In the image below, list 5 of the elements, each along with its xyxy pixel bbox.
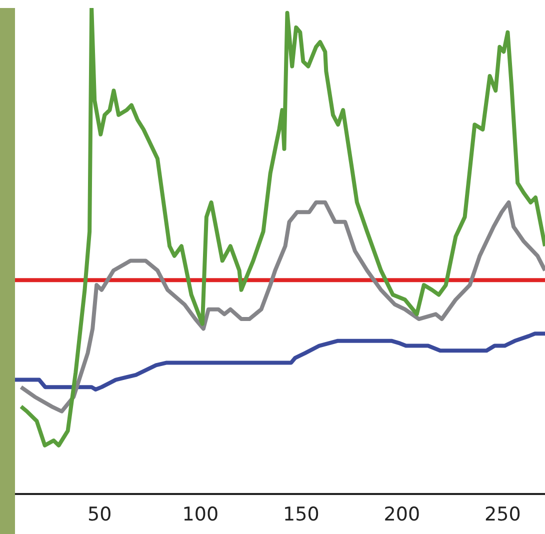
x-tick-label: 150: [283, 503, 320, 526]
x-tick-label: 100: [182, 503, 219, 526]
x-tick-label: 50: [88, 503, 112, 526]
x-tick-label: 200: [384, 503, 420, 526]
x-tick-label: 250: [484, 503, 521, 526]
